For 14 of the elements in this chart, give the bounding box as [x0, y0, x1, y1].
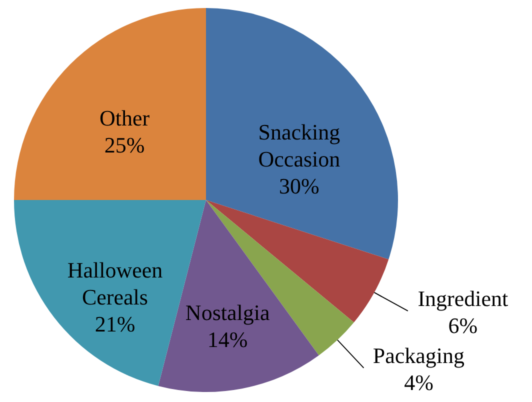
slice-label: Other [99, 106, 150, 131]
slice-label: Halloween Cereals [67, 258, 163, 310]
data-label: 21% [94, 312, 136, 337]
slice-label: Ingredient [418, 286, 508, 311]
data-label: 4% [404, 370, 434, 395]
data-label: 30% [279, 173, 320, 198]
slice-label: Snacking Occasion [258, 119, 340, 172]
slice-label: Packaging [372, 342, 465, 368]
data-label: 6% [448, 312, 478, 338]
data-label: 14% [207, 327, 248, 352]
slice-label: Nostalgia [185, 300, 270, 326]
pie-slice [14, 8, 206, 200]
data-label: 25% [104, 132, 145, 158]
pie-slice [206, 8, 398, 260]
